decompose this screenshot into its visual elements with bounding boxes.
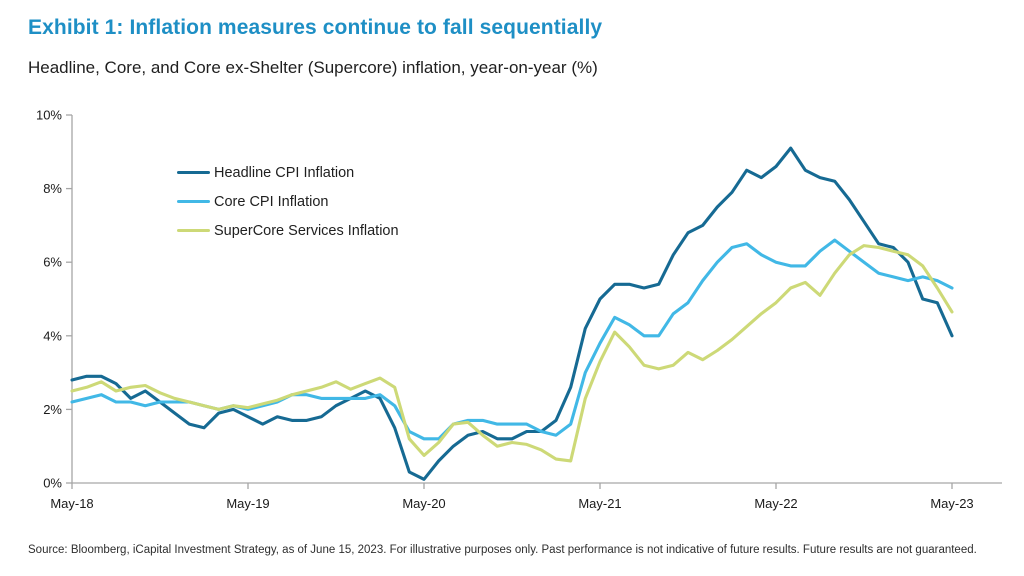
legend-item-headline-cpi: Headline CPI Inflation: [177, 158, 399, 187]
legend-item-core-cpi: Core CPI Inflation: [177, 187, 399, 216]
chart-subtitle: Headline, Core, and Core ex-Shelter (Sup…: [28, 58, 598, 77]
legend-label: Core CPI Inflation: [214, 193, 329, 210]
y-axis-label: 4%: [43, 328, 62, 343]
headline-line-swatch: [177, 170, 210, 175]
chart-legend: Headline CPI Inflation Core CPI Inflatio…: [177, 158, 399, 245]
legend-item-supercore: SuperCore Services Inflation: [177, 216, 399, 245]
y-axis-label: 8%: [43, 181, 62, 196]
core-line-swatch: [177, 199, 210, 204]
x-axis-label: May-23: [930, 496, 973, 511]
x-axis-label: May-21: [578, 496, 621, 511]
series-line-headline-cpi-inflation: [70, 146, 954, 481]
series-line-core-cpi-inflation: [70, 238, 954, 441]
legend-label: Headline CPI Inflation: [214, 164, 355, 181]
y-axis-label: 10%: [36, 108, 62, 123]
legend-label: SuperCore Services Inflation: [214, 222, 399, 239]
y-axis-label: 6%: [43, 255, 62, 270]
y-axis-label: 2%: [43, 402, 62, 417]
series-line-supercore-services-inflation: [70, 244, 954, 463]
exhibit-title: Exhibit 1: Inflation measures continue t…: [28, 16, 603, 39]
x-axis-label: May-18: [50, 496, 93, 511]
y-axis-label: 0%: [43, 476, 62, 491]
supercore-line-swatch: [177, 228, 210, 233]
x-axis-label: May-20: [402, 496, 445, 511]
x-axis-label: May-19: [226, 496, 269, 511]
source-footnote: Source: Bloomberg, iCapital Investment S…: [28, 544, 977, 556]
x-axis-label: May-22: [754, 496, 797, 511]
